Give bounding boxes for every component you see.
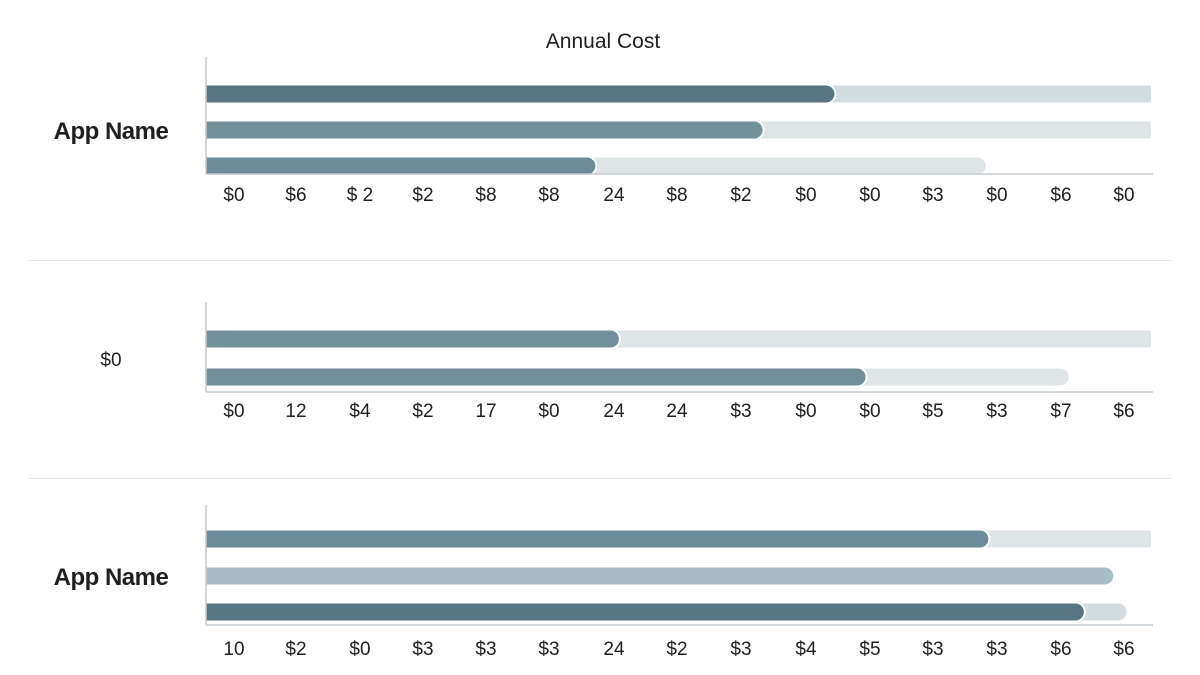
tick-label-p2-12: $5 xyxy=(922,401,943,422)
tick-label-p1-5: $8 xyxy=(475,185,496,206)
tick-label-p2-7: 24 xyxy=(603,401,625,422)
bar-base-p1-2 xyxy=(206,121,216,139)
tick-label-p3-3: $0 xyxy=(349,639,370,660)
tick-label-p3-2: $2 xyxy=(285,639,306,660)
tick-label-p2-9: $3 xyxy=(730,401,751,422)
tick-label-p3-9: $3 xyxy=(730,639,751,660)
tick-label-p1-4: $2 xyxy=(412,185,433,206)
tick-label-p3-12: $3 xyxy=(922,639,943,660)
bar-value-p1-1 xyxy=(206,85,835,103)
tick-label-p1-10: $0 xyxy=(795,185,816,206)
tick-label-p2-5: 17 xyxy=(475,401,496,422)
tick-label-p3-7: 24 xyxy=(603,639,625,660)
bar-value-p1-3 xyxy=(206,157,596,175)
tick-label-p1-8: $8 xyxy=(666,185,687,206)
bar-base-p3-2 xyxy=(206,567,216,585)
tick-label-p3-4: $3 xyxy=(412,639,433,660)
tick-label-p3-15: $6 xyxy=(1113,639,1134,660)
tick-label-p1-14: $6 xyxy=(1050,185,1071,206)
panel-divider-1 xyxy=(28,260,1172,261)
tick-label-p3-5: $3 xyxy=(475,639,496,660)
panel-3-label: App Name xyxy=(53,564,169,591)
chart-panel-2: $0 xyxy=(100,350,122,371)
tick-label-p1-11: $0 xyxy=(859,185,880,206)
tick-label-p2-11: $0 xyxy=(859,401,880,422)
tick-label-p2-4: $2 xyxy=(412,401,433,422)
tick-label-p3-11: $5 xyxy=(859,639,880,660)
bar-base-p3-1 xyxy=(206,530,216,548)
tick-label-p2-14: $7 xyxy=(1050,401,1071,422)
tick-label-p2-8: 24 xyxy=(666,401,688,422)
tick-label-p1-2: $6 xyxy=(285,185,306,206)
bar-value-p1-2 xyxy=(206,121,763,139)
tick-label-p1-12: $3 xyxy=(922,185,943,206)
bar-base-p3-3 xyxy=(206,603,216,621)
panel-1-label: App Name xyxy=(53,118,169,145)
bar-base-p1-3 xyxy=(206,157,216,175)
tick-label-p2-6: $0 xyxy=(538,401,559,422)
tick-label-p3-13: $3 xyxy=(986,639,1007,660)
tick-label-p2-1: $0 xyxy=(223,401,244,422)
tick-label-p3-1: 10 xyxy=(223,639,244,660)
tick-label-p3-14: $6 xyxy=(1050,639,1071,660)
tick-label-p1-9: $2 xyxy=(730,185,751,206)
tick-label-p1-13: $0 xyxy=(986,185,1007,206)
panel-divider-2 xyxy=(28,478,1172,479)
tick-label-p2-10: $0 xyxy=(795,401,816,422)
bar-value-p3-2 xyxy=(206,567,1114,585)
tick-label-p3-6: $3 xyxy=(538,639,559,660)
tick-label-p1-15: $0 xyxy=(1113,185,1134,206)
tick-label-p1-3: $ 2 xyxy=(347,185,373,206)
tick-label-p1-6: $8 xyxy=(538,185,559,206)
tick-label-p3-8: $2 xyxy=(666,639,687,660)
tick-label-p2-15: $6 xyxy=(1113,401,1134,422)
bar-base-p1-1 xyxy=(206,85,216,103)
bar-base-p2-2 xyxy=(206,368,216,386)
tick-label-p1-7: 24 xyxy=(603,185,625,206)
chart-title: Annual Cost xyxy=(545,30,661,53)
bar-base-p2-1 xyxy=(206,330,216,348)
panel-2-label: $0 xyxy=(100,350,122,371)
tick-label-p2-3: $4 xyxy=(349,401,371,422)
chart-panel-1: App Name xyxy=(0,0,1200,260)
tick-label-p2-13: $3 xyxy=(986,401,1007,422)
bar-value-p3-3 xyxy=(206,603,1084,621)
bar-value-p2-1 xyxy=(206,330,619,348)
tick-label-p3-10: $4 xyxy=(795,639,817,660)
tick-label-p2-2: 12 xyxy=(285,401,306,422)
bar-value-p2-2 xyxy=(206,368,866,386)
bar-value-p3-1 xyxy=(206,530,989,548)
tick-label-p1-1: $0 xyxy=(223,185,244,206)
